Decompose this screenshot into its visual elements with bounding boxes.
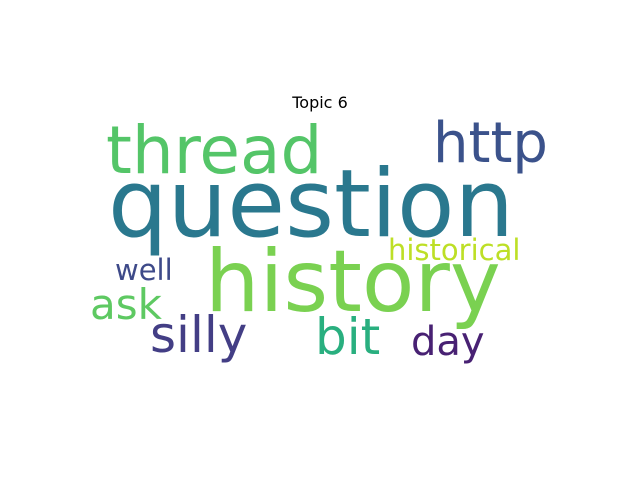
word-question: question: [108, 150, 515, 259]
word-http: http: [433, 111, 548, 176]
word-thread: thread: [106, 112, 323, 189]
word-day: day: [411, 319, 485, 365]
word-bit: bit: [315, 308, 381, 366]
word-history: history: [205, 232, 501, 332]
word-ask: ask: [90, 280, 162, 329]
figure-title: Topic 6: [292, 93, 348, 112]
word-silly: silly: [150, 306, 248, 364]
word-historical: historical: [388, 233, 521, 267]
word-well: well: [115, 253, 173, 287]
